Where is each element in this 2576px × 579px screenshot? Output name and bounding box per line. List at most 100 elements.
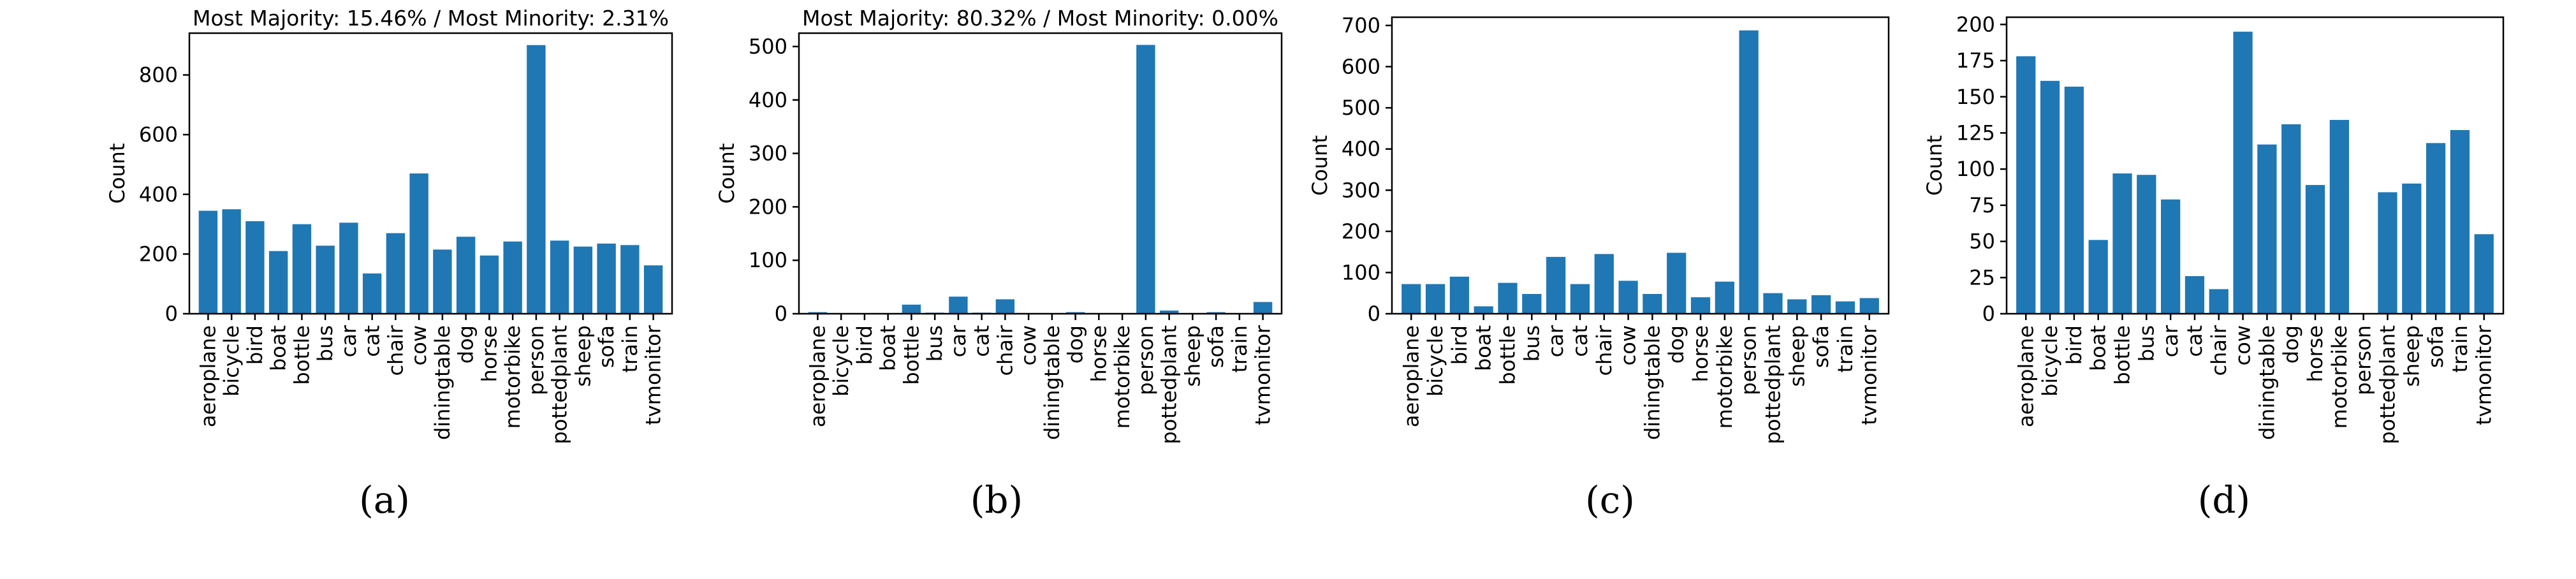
axes-frame-d — [2005, 16, 2505, 315]
y-tick-label-d-175: 175 — [1956, 48, 1995, 73]
x-tick-label-c-tvmonitor: tvmonitor — [1857, 325, 1882, 425]
y-tick-label-c-200: 200 — [1342, 219, 1380, 244]
x-tick-label-c-sheep: sheep — [1785, 325, 1809, 387]
y-tick-label-b-400: 400 — [749, 88, 787, 112]
x-tick-label-d-horse: horse — [2303, 325, 2327, 382]
bar-c-horse — [1690, 297, 1711, 314]
y-tick-label-c-100: 100 — [1342, 260, 1380, 284]
x-tick-label-a-train: train — [618, 325, 642, 372]
bar-d-sofa — [2426, 143, 2446, 314]
bar-d-pottedplant — [2378, 192, 2397, 314]
bar-a-person — [527, 45, 546, 314]
bar-a-sofa — [597, 244, 616, 314]
x-tick-label-d-sheep: sheep — [2399, 325, 2424, 387]
x-tick-label-a-sofa: sofa — [594, 325, 618, 368]
bar-a-boat — [268, 251, 288, 314]
y-tick-label-d-150: 150 — [1956, 85, 1995, 109]
x-tick-label-d-bottle: bottle — [2111, 325, 2135, 385]
x-tick-label-a-horse: horse — [477, 325, 501, 382]
x-tick-label-b-tvmonitor: tvmonitor — [1251, 325, 1275, 425]
bar-d-cow — [2233, 31, 2253, 314]
x-tick-label-d-sofa: sofa — [2424, 325, 2448, 368]
x-tick-label-d-bird: bird — [2062, 325, 2086, 365]
x-tick-label-b-bottle: bottle — [899, 325, 923, 385]
x-tick-label-c-aeroplane: aeroplane — [1399, 325, 1423, 427]
bar-a-diningtable — [433, 249, 452, 314]
x-tick-label-b-aeroplane: aeroplane — [805, 325, 830, 427]
bar-a-motorbike — [503, 241, 522, 314]
bar-d-bus — [2137, 175, 2156, 314]
x-tick-label-b-sheep: sheep — [1180, 325, 1204, 387]
y-tick-label-d-25: 25 — [1969, 265, 1995, 290]
bar-c-tvmonitor — [1859, 298, 1879, 314]
x-tick-label-a-bicycle: bicycle — [219, 325, 244, 397]
bar-b-bottle — [902, 304, 921, 314]
bar-d-bottle — [2112, 173, 2132, 314]
bar-d-car — [2161, 199, 2181, 314]
y-tick-label-d-50: 50 — [1969, 230, 1995, 254]
x-tick-label-b-bicycle: bicycle — [829, 325, 853, 397]
bar-a-dog — [456, 237, 476, 314]
panel-caption-b: (b) — [970, 478, 1023, 522]
x-tick-label-a-person: person — [524, 325, 548, 395]
y-axis-label-a: Count — [105, 143, 129, 203]
x-tick-label-b-bus: bus — [923, 325, 947, 362]
x-tick-label-a-aeroplane: aeroplane — [196, 325, 220, 427]
bar-d-aeroplane — [2016, 56, 2036, 314]
bar-d-train — [2450, 129, 2470, 314]
panel-caption-a: (a) — [359, 478, 410, 522]
x-tick-label-d-cat: cat — [2183, 325, 2207, 357]
y-tick-label-c-700: 700 — [1342, 13, 1380, 38]
x-tick-label-a-sheep: sheep — [571, 325, 595, 387]
y-tick-label-c-300: 300 — [1342, 178, 1380, 202]
x-tick-label-d-pottedplant: pottedplant — [2375, 325, 2399, 444]
x-tick-label-c-diningtable: diningtable — [1640, 325, 1664, 440]
x-tick-label-c-bottle: bottle — [1496, 325, 1520, 385]
y-tick-label-b-200: 200 — [749, 194, 787, 219]
y-axis-label-d: Count — [1922, 135, 1947, 196]
bar-c-aeroplane — [1401, 284, 1421, 314]
x-tick-label-b-diningtable: diningtable — [1040, 325, 1064, 440]
y-tick-label-d-200: 200 — [1956, 12, 1995, 36]
x-tick-label-a-tvmonitor: tvmonitor — [641, 325, 666, 425]
x-tick-label-a-dog: dog — [454, 325, 478, 363]
bar-b-aeroplane — [808, 312, 828, 314]
bar-a-bottle — [292, 224, 312, 314]
x-tick-label-b-cow: cow — [1016, 325, 1041, 365]
y-tick-label-a-0: 0 — [165, 302, 178, 326]
axes-frame-b — [798, 32, 1283, 315]
x-tick-label-c-sofa: sofa — [1809, 325, 1833, 368]
chart-panel-d: 0 25 50 75 100 125 150 175 200 aeroplane bicycle bi… — [1922, 12, 2505, 444]
x-tick-label-d-person: person — [2352, 325, 2376, 395]
bar-a-bus — [316, 246, 335, 314]
bar-a-train — [620, 245, 640, 314]
x-tick-label-d-bus: bus — [2134, 325, 2158, 362]
bar-c-dog — [1667, 253, 1687, 314]
x-tick-label-b-train: train — [1227, 325, 1252, 372]
x-tick-label-c-person: person — [1737, 325, 1761, 395]
bar-b-chair — [995, 299, 1015, 314]
x-tick-label-b-horse: horse — [1087, 325, 1111, 382]
x-tick-label-d-diningtable: diningtable — [2255, 325, 2279, 440]
bar-a-sheep — [573, 246, 593, 314]
x-tick-label-d-car: car — [2158, 325, 2183, 357]
x-tick-label-b-sofa: sofa — [1204, 325, 1228, 368]
x-tick-label-a-bird: bird — [243, 325, 267, 365]
bar-c-person — [1739, 30, 1759, 314]
x-tick-label-d-chair: chair — [2207, 325, 2231, 376]
x-tick-label-a-pottedplant: pottedplant — [548, 325, 572, 444]
y-tick-label-c-0: 0 — [1368, 302, 1380, 326]
panel-caption-c: (c) — [1585, 478, 1635, 522]
x-tick-label-a-diningtable: diningtable — [430, 325, 455, 440]
y-tick-label-d-100: 100 — [1956, 157, 1995, 181]
x-tick-label-b-dog: dog — [1064, 325, 1088, 363]
y-tick-label-b-100: 100 — [749, 248, 787, 272]
x-tick-label-a-motorbike: motorbike — [501, 325, 525, 429]
bar-a-aeroplane — [198, 210, 218, 314]
bar-a-chair — [386, 233, 406, 314]
x-tick-label-c-chair: chair — [1592, 325, 1616, 376]
bar-c-sheep — [1787, 299, 1807, 314]
x-tick-label-c-car: car — [1544, 325, 1568, 357]
bar-d-chair — [2209, 289, 2228, 314]
